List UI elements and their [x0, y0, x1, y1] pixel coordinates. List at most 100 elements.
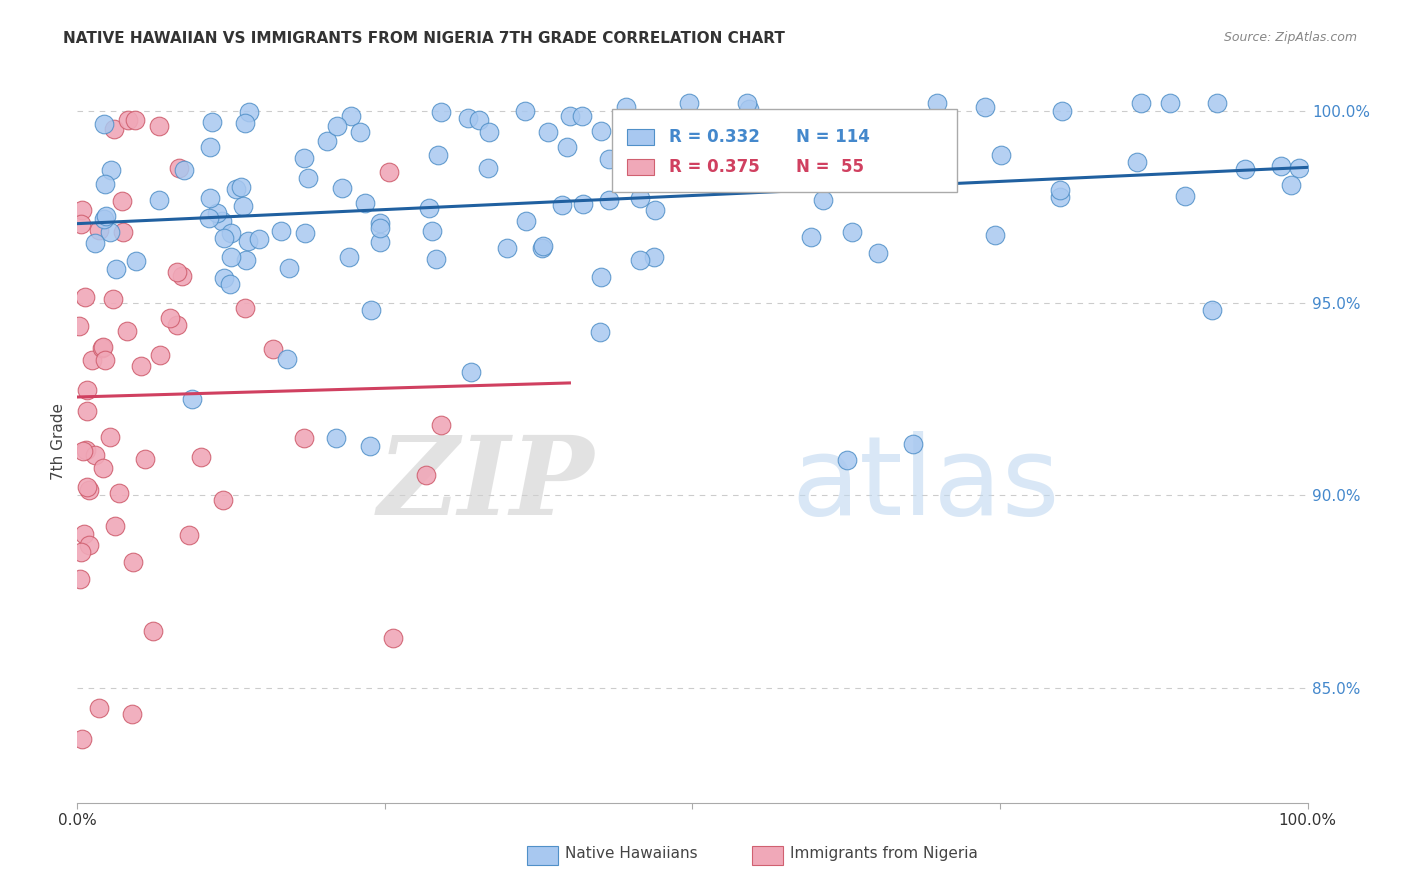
Point: [105, 262, 128, 277]
Point: [211, 214, 233, 228]
Point: [589, 326, 612, 340]
Point: [87, 701, 110, 715]
Point: [571, 109, 593, 123]
Point: [104, 519, 127, 533]
Point: [1049, 183, 1071, 197]
Point: [69, 572, 91, 586]
Point: [360, 303, 382, 318]
Point: [457, 111, 479, 125]
Point: [1050, 103, 1073, 118]
Point: [76, 404, 98, 418]
Point: [87, 222, 110, 236]
Text: R = 0.332: R = 0.332: [669, 128, 761, 145]
Point: [233, 301, 256, 316]
Point: [430, 105, 453, 120]
Point: [531, 238, 554, 252]
Point: [381, 631, 404, 645]
Point: [96, 209, 118, 223]
Point: [572, 197, 595, 211]
Point: [190, 450, 212, 465]
Text: NATIVE HAWAIIAN VS IMMIGRANTS FROM NIGERIA 7TH GRADE CORRELATION CHART: NATIVE HAWAIIAN VS IMMIGRANTS FROM NIGER…: [63, 31, 785, 46]
Point: [425, 252, 447, 267]
Point: [101, 293, 124, 307]
Point: [148, 119, 170, 133]
Point: [513, 103, 536, 118]
Point: [1233, 162, 1256, 177]
Point: [537, 125, 560, 139]
Point: [67, 319, 90, 334]
Point: [166, 265, 188, 279]
Point: [70, 203, 93, 218]
Point: [426, 147, 449, 161]
Point: [800, 229, 823, 244]
Point: [292, 431, 315, 445]
Point: [80, 353, 103, 368]
Text: ZIP: ZIP: [377, 431, 595, 539]
Point: [730, 151, 752, 165]
Point: [738, 102, 761, 116]
Point: [91, 341, 114, 355]
Point: [236, 234, 259, 248]
Point: [79, 483, 101, 497]
Point: [115, 324, 138, 338]
Point: [628, 191, 651, 205]
Point: [555, 140, 578, 154]
Point: [148, 194, 170, 208]
Point: [1159, 96, 1181, 111]
Text: Immigrants from Nigeria: Immigrants from Nigeria: [790, 847, 979, 861]
Point: [70, 732, 93, 747]
Point: [73, 290, 96, 304]
Point: [198, 139, 221, 153]
Point: [353, 195, 375, 210]
Text: R = 0.375: R = 0.375: [669, 158, 759, 176]
Point: [315, 134, 337, 148]
Point: [212, 493, 235, 508]
Point: [598, 152, 620, 166]
Point: [614, 100, 637, 114]
Point: [1206, 96, 1229, 111]
Point: [292, 151, 315, 165]
Text: N = 114: N = 114: [796, 128, 870, 145]
Point: [159, 310, 181, 325]
Text: N =  55: N = 55: [796, 158, 863, 176]
Point: [212, 231, 235, 245]
Point: [103, 122, 125, 136]
Point: [1288, 161, 1310, 175]
Point: [478, 125, 501, 139]
Point: [100, 162, 122, 177]
Point: [551, 197, 574, 211]
Point: [925, 96, 948, 111]
Point: [468, 113, 491, 128]
Point: [418, 201, 440, 215]
Point: [349, 125, 371, 139]
Point: [181, 392, 204, 407]
Y-axis label: 7th Grade: 7th Grade: [51, 403, 66, 480]
Point: [238, 105, 260, 120]
Point: [558, 109, 581, 123]
Text: Native Hawaiians: Native Hawaiians: [565, 847, 697, 861]
Text: atlas: atlas: [792, 432, 1059, 539]
Point: [643, 251, 665, 265]
Point: [83, 448, 105, 462]
Point: [93, 212, 115, 227]
Point: [117, 112, 139, 127]
Point: [326, 119, 349, 133]
Point: [370, 235, 392, 250]
Point: [111, 225, 134, 239]
Point: [76, 384, 98, 398]
Point: [121, 556, 143, 570]
Point: [111, 194, 134, 209]
Point: [678, 96, 700, 111]
Point: [235, 253, 257, 268]
Point: [1201, 303, 1223, 318]
Point: [297, 170, 319, 185]
Point: [1130, 96, 1153, 111]
Point: [415, 468, 437, 483]
Point: [124, 112, 146, 127]
Point: [420, 224, 443, 238]
FancyBboxPatch shape: [627, 128, 654, 145]
Point: [200, 191, 222, 205]
Point: [170, 268, 193, 283]
Point: [219, 277, 242, 291]
Point: [368, 220, 391, 235]
